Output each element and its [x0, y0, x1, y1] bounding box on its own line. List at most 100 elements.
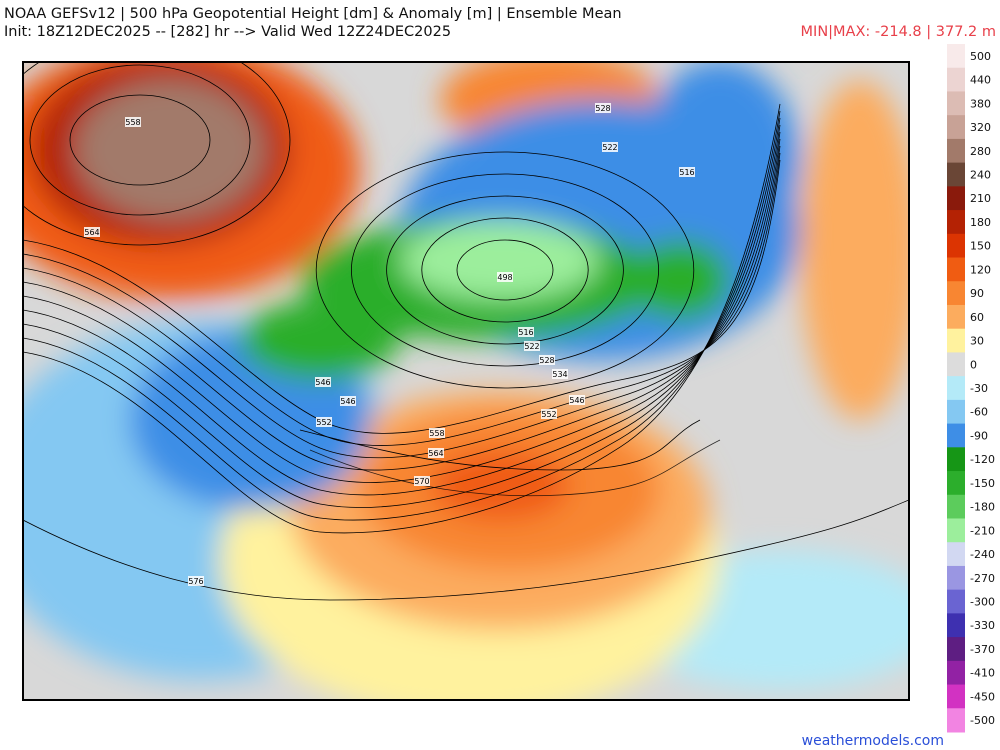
colorbar-label: -150	[970, 477, 995, 490]
colorbar-label: -210	[970, 524, 995, 537]
colorbar-label: -300	[970, 596, 995, 609]
contour-label-box	[316, 417, 332, 427]
colorbar-swatch	[947, 613, 965, 638]
colorbar-label: -450	[970, 690, 995, 703]
contour-label: 546	[569, 396, 584, 405]
colorbar-label: 240	[970, 168, 991, 181]
colorbar-label: 500	[970, 50, 991, 63]
colorbar-label: -90	[970, 429, 988, 442]
colorbar-label: 60	[970, 311, 984, 324]
contour-label-box	[84, 227, 100, 237]
colorbar-swatch	[947, 660, 965, 686]
contour-label-box	[552, 369, 568, 379]
contour-line	[309, 439, 721, 497]
contour-line	[299, 419, 701, 471]
contour-label-box	[340, 396, 356, 406]
map-frame	[22, 61, 910, 701]
colorbar-label: 320	[970, 121, 991, 134]
contour-label-box	[428, 448, 444, 458]
anomaly-region	[240, 300, 400, 380]
contour-label: 528	[595, 104, 610, 113]
contour-line	[456, 239, 554, 301]
contour-line	[23, 110, 781, 521]
contour-label-box	[518, 327, 534, 337]
colorbar-label: -240	[970, 548, 995, 561]
contour-line	[315, 151, 695, 389]
anomaly-region	[400, 220, 600, 300]
colorbar-label: -120	[970, 453, 995, 466]
contour-label: 546	[315, 378, 330, 387]
contour-label: 558	[429, 429, 444, 438]
colorbar-label: -30	[970, 382, 988, 395]
colorbar-swatch	[947, 423, 965, 448]
min-max: MIN|MAX: -214.8 | 377.2 m	[801, 24, 996, 40]
colorbar-swatch	[947, 257, 965, 282]
colorbar-label: 210	[970, 192, 991, 205]
contour-label-box	[315, 377, 331, 387]
colorbar-label: 280	[970, 145, 991, 158]
contour-label: 552	[316, 418, 331, 427]
contour-label-box	[595, 103, 611, 113]
contour-label-box	[569, 395, 585, 405]
colorbar-swatch	[947, 186, 965, 211]
colorbar-label: 120	[970, 263, 991, 276]
colorbar-swatch	[947, 494, 965, 519]
colorbar-label: -270	[970, 572, 995, 585]
contour-label-box	[429, 428, 445, 438]
contour-label: 558	[125, 118, 140, 127]
colorbar-label: -410	[970, 667, 995, 680]
colorbar-label: 180	[970, 216, 991, 229]
contour-label: 570	[414, 477, 429, 486]
colorbar-swatch	[947, 518, 965, 543]
contour-label: 522	[602, 143, 617, 152]
colorbar-swatch	[947, 115, 965, 140]
contour-label-box	[188, 576, 204, 586]
colorbar-label: -370	[970, 643, 995, 656]
contour-line	[23, 499, 909, 601]
contour-label: 534	[552, 370, 567, 379]
contour-label: 546	[340, 397, 355, 406]
map-area: 5585645764985165225285345465525465465525…	[23, 62, 909, 700]
colorbar-swatch	[947, 162, 965, 187]
colorbar-label: 440	[970, 74, 991, 87]
contour-label: 552	[541, 410, 556, 419]
colorbar-swatch	[947, 44, 965, 69]
contour-line	[23, 145, 781, 459]
contour-label-box	[497, 272, 513, 282]
contour-label: 516	[518, 328, 533, 337]
colorbar-swatch	[947, 138, 965, 164]
contour-label-box	[541, 409, 557, 419]
contour-label: 528	[539, 356, 554, 365]
credit: weathermodels.com	[802, 733, 944, 749]
contour-line	[23, 138, 781, 471]
contour-label: 576	[188, 577, 203, 586]
colorbar-swatch	[947, 281, 965, 306]
colorbar-swatch	[947, 376, 965, 401]
contour-label: 564	[84, 228, 99, 237]
colorbar-swatch	[947, 589, 965, 614]
colorbar-label: -330	[970, 619, 995, 632]
anomaly-region	[800, 80, 909, 420]
colorbar-label: 150	[970, 240, 991, 253]
colorbar-swatch	[947, 542, 965, 567]
anomaly-region	[430, 450, 570, 520]
colorbar-swatch	[947, 684, 965, 709]
contour-line	[23, 124, 781, 496]
contour-label-box	[524, 341, 540, 351]
height-contours	[23, 62, 909, 601]
contour-label: 522	[524, 342, 539, 351]
colorbar-label: 0	[970, 358, 977, 371]
contour-line	[23, 103, 781, 534]
colorbar-swatch	[947, 304, 965, 330]
contour-line	[386, 195, 624, 345]
contour-label-box	[125, 117, 141, 127]
contour-label: 498	[497, 273, 512, 282]
colorbar-swatch	[947, 233, 965, 259]
colorbar-swatch	[947, 328, 965, 353]
contour-label-box	[679, 167, 695, 177]
colorbar-swatch	[947, 67, 965, 92]
colorbar-swatch	[947, 447, 965, 472]
contour-line	[350, 173, 660, 367]
colorbar-swatch	[947, 565, 965, 591]
